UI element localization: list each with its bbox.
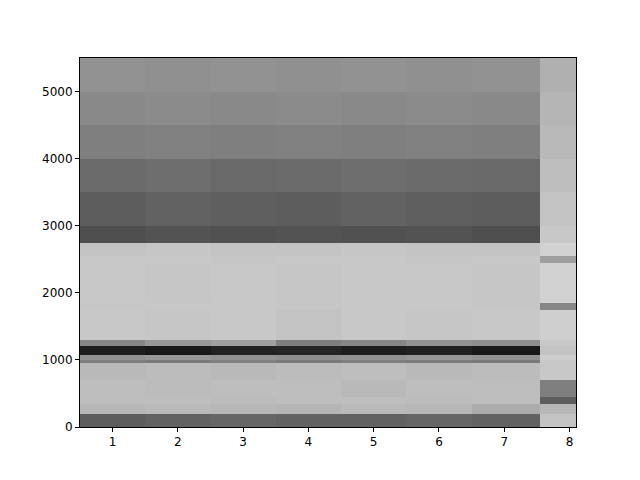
- svg-text:1: 1: [109, 435, 117, 449]
- svg-text:2000: 2000: [42, 286, 73, 300]
- svg-text:1000: 1000: [42, 353, 73, 367]
- svg-text:4: 4: [305, 435, 313, 449]
- svg-text:2: 2: [174, 435, 182, 449]
- svg-text:6: 6: [435, 435, 443, 449]
- svg-text:7: 7: [500, 435, 508, 449]
- svg-text:4000: 4000: [42, 152, 73, 166]
- svg-text:3000: 3000: [42, 219, 73, 233]
- svg-text:8: 8: [566, 435, 574, 449]
- svg-text:3: 3: [239, 435, 247, 449]
- svg-text:5: 5: [370, 435, 378, 449]
- svg-text:5000: 5000: [42, 85, 73, 99]
- svg-text:0: 0: [65, 420, 73, 434]
